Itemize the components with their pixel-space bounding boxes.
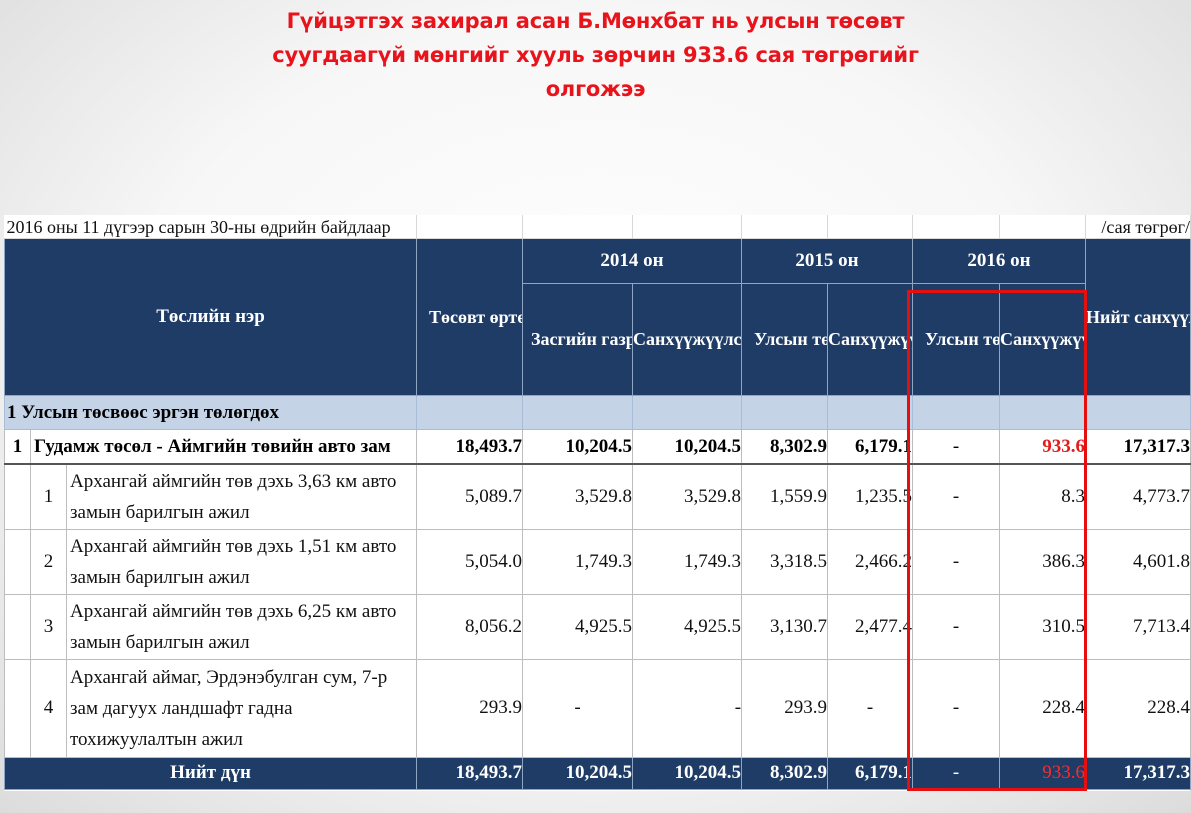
main-project-row: 1 Гудамж төсөл - Аймгийн төвийн авто зам… bbox=[4, 429, 1191, 465]
total-fund-2016: 933.6 bbox=[999, 756, 1087, 790]
row-index: 1 bbox=[30, 463, 67, 530]
row-budget-2016: - bbox=[912, 593, 1001, 660]
header-row-years: Төслийн нэр Төсөвт өртөг 2014 он 2015 он… bbox=[3, 238, 1191, 396]
table-row: 2 Архангай аймгийн төв дэхь 1,51 км авто… bbox=[4, 528, 1191, 595]
row-total: 7,713.4 bbox=[1085, 593, 1191, 660]
total-row: Нийт дүн 18,493.7 10,204.5 10,204.5 8,30… bbox=[3, 756, 1191, 790]
caption-row: 2016 оны 11 дүгээр сарын 30-ны өдрийн ба… bbox=[4, 215, 1191, 239]
table-row: 3 Архангай аймгийн төв дэхь 6,25 км авто… bbox=[4, 593, 1191, 660]
main-row-gov-2014: 10,204.5 bbox=[522, 429, 634, 465]
header-year-2014: 2014 он bbox=[522, 238, 743, 284]
header-state-budget-2016: Улсын төсөвт суусан bbox=[912, 283, 1001, 396]
row-fund-2015: 2,477.4 bbox=[827, 593, 914, 660]
table-caption: 2016 оны 11 дүгээр сарын 30-ны өдрийн ба… bbox=[4, 215, 418, 239]
row-budget-2016: - bbox=[912, 528, 1001, 595]
main-row-fund-2014: 10,204.5 bbox=[632, 429, 743, 465]
header-funded-2016: Санхүүжүүлсэн bbox=[999, 283, 1087, 396]
header-row-sub: Засгийн газрын тогтоолын Санхүүжүүлсэн д… bbox=[5, 283, 1191, 396]
row-name: Архангай аймгийн төв дэхь 6,25 км авто з… bbox=[65, 593, 418, 660]
row-name: Архангай аймгийн төв дэхь 3,63 км авто з… bbox=[65, 463, 418, 530]
main-row-fund-2016: 933.6 bbox=[999, 429, 1087, 465]
row-index: 2 bbox=[30, 528, 67, 595]
header-gov-resolution: Засгийн газрын тогтоолын bbox=[522, 283, 634, 396]
row-gov-2014: 3,529.8 bbox=[522, 463, 634, 530]
row-fund-2016: 310.5 bbox=[999, 593, 1087, 660]
row-budget: 5,089.7 bbox=[416, 463, 524, 530]
row-budget-2015: 293.9 bbox=[741, 658, 829, 758]
total-fund-2015: 6,179.1 bbox=[827, 756, 914, 790]
main-row-budget: 18,493.7 bbox=[416, 429, 524, 465]
unit-label: /сая төгрөг/ bbox=[1085, 215, 1191, 239]
row-fund-2016: 8.3 bbox=[999, 463, 1087, 530]
main-row-number: 1 bbox=[4, 429, 31, 465]
row-fund-2016: 386.3 bbox=[999, 528, 1087, 595]
total-grand: 17,317.3 bbox=[1085, 756, 1191, 790]
headline-line-3: олгожээ bbox=[545, 77, 646, 101]
header-funded-2015: Санхүүжүүлсэн bbox=[827, 283, 914, 396]
row-index: 4 bbox=[30, 658, 67, 758]
row-gov-2014: 4,925.5 bbox=[522, 593, 634, 660]
row-fund-2014: 3,529.8 bbox=[632, 463, 743, 530]
row-fund-2015: 1,235.5 bbox=[827, 463, 914, 530]
table-row: 4 Архангай аймаг, Эрдэнэбулган сум, 7-р … bbox=[4, 658, 1191, 758]
row-total: 228.4 bbox=[1085, 658, 1191, 758]
row-gov-2014: 1,749.3 bbox=[522, 528, 634, 595]
section-title: 1 Улсын төсвөөс эргэн төлөгдөх bbox=[3, 395, 418, 430]
header-funded-amount-2014: Санхүүжүүлсэн дүн bbox=[632, 283, 743, 396]
row-budget-2016: - bbox=[912, 463, 1001, 530]
budget-table-sheet: 2016 оны 11 дүгээр сарын 30-ны өдрийн ба… bbox=[3, 215, 1191, 791]
row-budget: 293.9 bbox=[416, 658, 524, 758]
headline-line-1: Гүйцэтгэх захирал асан Б.Мөнхбат нь улсы… bbox=[286, 9, 905, 33]
row-fund-2014: 1,749.3 bbox=[632, 528, 743, 595]
budget-table: 2016 оны 11 дүгээр сарын 30-ны өдрийн ба… bbox=[3, 215, 1191, 790]
row-fund-2016: 228.4 bbox=[999, 658, 1087, 758]
row-total: 4,773.7 bbox=[1085, 463, 1191, 530]
main-row-budget-2015: 8,302.9 bbox=[741, 429, 829, 465]
row-budget-2015: 3,130.7 bbox=[741, 593, 829, 660]
row-gov-2014: - bbox=[522, 658, 634, 758]
row-budget-2015: 1,559.9 bbox=[741, 463, 829, 530]
headline-line-2: суугдаагүй мөнгийг хууль зөрчин 933.6 са… bbox=[272, 43, 919, 67]
header-state-budget-2015: Улсын төсөвт суусан bbox=[741, 283, 829, 396]
total-budget: 18,493.7 bbox=[416, 756, 524, 790]
header-budget-cost: Төсөвт өртөг bbox=[416, 238, 524, 396]
row-budget-2016: - bbox=[912, 658, 1001, 758]
row-index: 3 bbox=[30, 593, 67, 660]
row-budget: 8,056.2 bbox=[416, 593, 524, 660]
row-name: Архангай аймаг, Эрдэнэбулган сум, 7-р за… bbox=[65, 658, 418, 758]
main-row-fund-2015: 6,179.1 bbox=[827, 429, 914, 465]
main-row-name: Гудамж төсөл - Аймгийн төвийн авто зам bbox=[29, 429, 418, 465]
total-label: Нийт дүн bbox=[3, 756, 418, 790]
header-project-name: Төслийн нэр bbox=[3, 238, 418, 396]
header-year-2015: 2015 он bbox=[741, 238, 914, 284]
main-row-budget-2016: - bbox=[912, 429, 1001, 465]
row-budget-2015: 3,318.5 bbox=[741, 528, 829, 595]
total-budget-2015: 8,302.9 bbox=[741, 756, 829, 790]
total-gov-2014: 10,204.5 bbox=[522, 756, 634, 790]
row-fund-2014: - bbox=[632, 658, 743, 758]
table-row: 1 Архангай аймгийн төв дэхь 3,63 км авто… bbox=[4, 463, 1191, 530]
row-total: 4,601.8 bbox=[1085, 528, 1191, 595]
header-year-2016: 2016 он bbox=[912, 238, 1087, 284]
total-budget-2016: - bbox=[912, 756, 1001, 790]
headline: Гүйцэтгэх захирал асан Б.Мөнхбат нь улсы… bbox=[0, 4, 1191, 106]
row-fund-2015: - bbox=[827, 658, 914, 758]
row-budget: 5,054.0 bbox=[416, 528, 524, 595]
header-total-funded: Нийт санхүүжүүлсэн дүн bbox=[1085, 238, 1191, 396]
section-row: 1 Улсын төсвөөс эргэн төлөгдөх bbox=[3, 395, 1191, 430]
row-fund-2014: 4,925.5 bbox=[632, 593, 743, 660]
row-fund-2015: 2,466.2 bbox=[827, 528, 914, 595]
main-row-total: 17,317.3 bbox=[1085, 429, 1191, 465]
row-name: Архангай аймгийн төв дэхь 1,51 км авто з… bbox=[65, 528, 418, 595]
total-fund-2014: 10,204.5 bbox=[632, 756, 743, 790]
